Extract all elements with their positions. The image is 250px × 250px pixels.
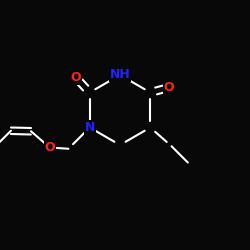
Text: O: O [44,141,55,154]
Text: NH: NH [110,68,130,82]
Text: N: N [84,121,95,134]
Text: O: O [164,81,174,94]
Text: O: O [71,71,81,84]
